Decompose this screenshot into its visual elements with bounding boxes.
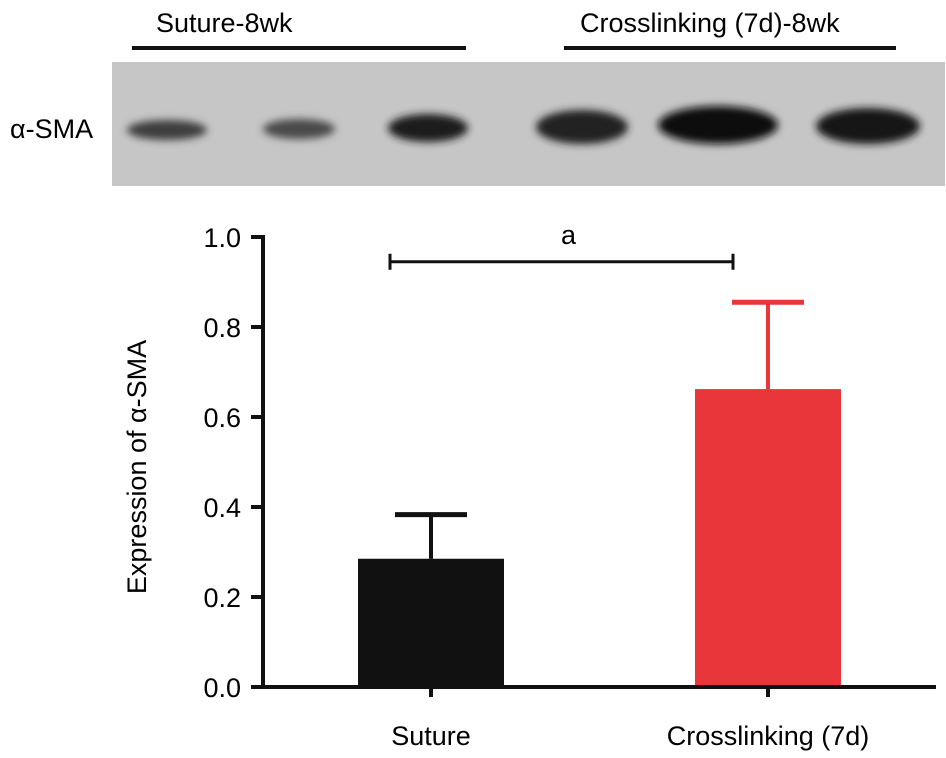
y-tick-label: 0.2: [203, 583, 241, 613]
blot-membrane: [112, 62, 945, 186]
blot-group-label-suture: Suture-8wk: [156, 8, 293, 38]
x-tick-label: Suture: [391, 721, 471, 751]
blot-protein-label: α-SMA: [10, 114, 93, 144]
blot-band: [263, 119, 335, 139]
bar-chart: Expression of α-SMA 0.0 0.2 0.4 0.6 0.8 1.0 Su…: [122, 220, 936, 751]
y-tick-label: 1.0: [203, 223, 241, 253]
bar-1: [358, 558, 504, 687]
y-tick-label: 0.0: [203, 673, 241, 703]
y-tick-label: 0.6: [203, 403, 241, 433]
significance-label: a: [561, 220, 577, 250]
blot-band: [127, 120, 207, 140]
bar-2: [695, 389, 841, 687]
blot-band: [536, 110, 628, 144]
western-blot: Suture-8wk Crosslinking (7d)-8wk α-SMA: [10, 8, 945, 186]
y-tick-label: 0.4: [203, 493, 241, 523]
blot-band: [658, 106, 778, 144]
blot-band: [816, 108, 920, 144]
y-axis-label: Expression of α-SMA: [122, 340, 152, 594]
x-tick-label: Crosslinking (7d): [667, 721, 870, 751]
y-tick-label: 0.8: [203, 313, 241, 343]
blot-band: [388, 114, 468, 142]
blot-group-label-crosslinking: Crosslinking (7d)-8wk: [580, 8, 840, 38]
blot-bands: [127, 106, 920, 144]
